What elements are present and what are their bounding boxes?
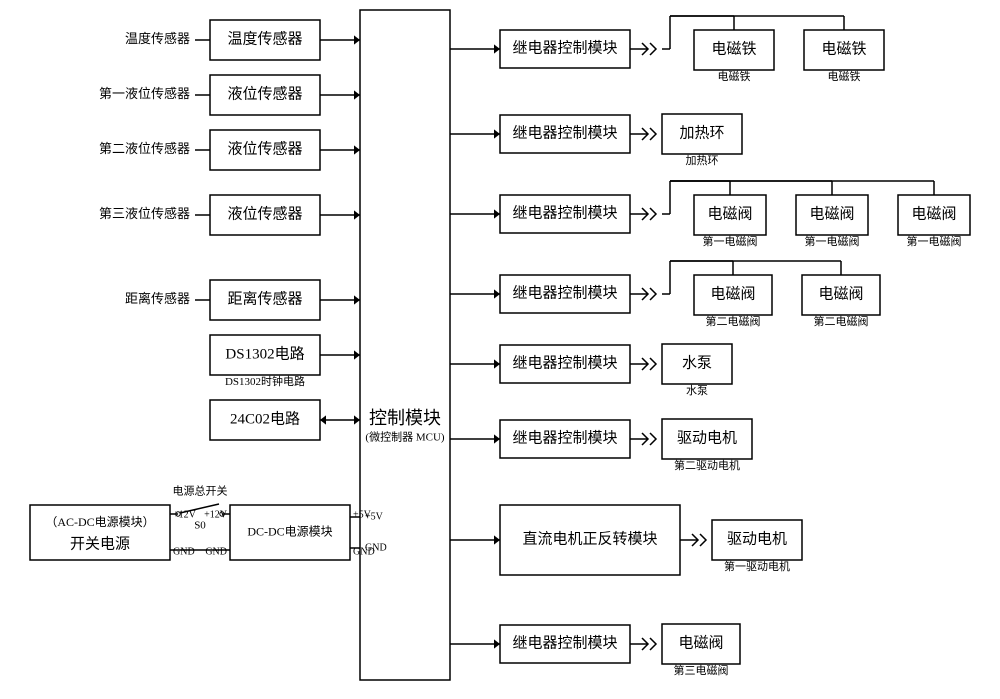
svg-text:第二电磁阀: 第二电磁阀 (706, 314, 761, 328)
svg-text:GND: GND (365, 542, 387, 553)
svg-text:第三电磁阀: 第三电磁阀 (674, 663, 729, 677)
svg-text:电磁铁: 电磁铁 (828, 70, 861, 83)
svg-text:第一液位传感器: 第一液位传感器 (99, 86, 190, 101)
svg-text:第三液位传感器: 第三液位传感器 (99, 206, 190, 221)
svg-text:（AC-DC电源模块）: （AC-DC电源模块） (45, 515, 154, 529)
svg-text:(微控制器 MCU): (微控制器 MCU) (365, 430, 444, 444)
svg-text:水泵: 水泵 (686, 384, 708, 397)
svg-text:加热环: 加热环 (686, 154, 719, 167)
svg-text:液位传感器: 液位传感器 (227, 140, 302, 157)
svg-text:电磁铁: 电磁铁 (711, 40, 756, 57)
svg-text:控制模块: 控制模块 (369, 408, 441, 428)
svg-text:距离传感器: 距离传感器 (227, 290, 302, 307)
block-diagram: 控制模块(微控制器 MCU)温度传感器温度传感器液位传感器第一液位传感器液位传感… (0, 0, 1000, 699)
svg-text:+5V: +5V (365, 511, 384, 522)
svg-text:第一电磁阀: 第一电磁阀 (907, 234, 962, 248)
svg-text:加热环: 加热环 (679, 124, 724, 141)
svg-text:第一电磁阀: 第一电磁阀 (703, 234, 758, 248)
svg-text:电磁铁: 电磁铁 (718, 70, 751, 83)
svg-text:电磁铁: 电磁铁 (821, 40, 866, 57)
svg-text:第二液位传感器: 第二液位传感器 (99, 141, 190, 156)
svg-text:继电器控制模块: 继电器控制模块 (512, 634, 617, 651)
svg-text:第一驱动电机: 第一驱动电机 (724, 559, 790, 573)
svg-text:电磁阀: 电磁阀 (818, 285, 863, 302)
svg-text:温度传感器: 温度传感器 (125, 31, 190, 46)
svg-text:第一电磁阀: 第一电磁阀 (805, 234, 860, 248)
svg-text:电源总开关: 电源总开关 (173, 484, 228, 498)
svg-text:电磁阀: 电磁阀 (809, 205, 854, 222)
svg-text:温度传感器: 温度传感器 (227, 30, 302, 47)
svg-text:电磁阀: 电磁阀 (911, 205, 956, 222)
svg-text:DC-DC电源模块: DC-DC电源模块 (247, 524, 332, 538)
svg-text:S0: S0 (194, 520, 206, 532)
svg-text:驱动电机: 驱动电机 (727, 530, 787, 547)
svg-text:继电器控制模块: 继电器控制模块 (512, 284, 617, 301)
svg-text:继电器控制模块: 继电器控制模块 (512, 39, 617, 56)
svg-text:电磁阀: 电磁阀 (678, 634, 723, 651)
svg-text:第二驱动电机: 第二驱动电机 (674, 458, 740, 472)
svg-text:24C02电路: 24C02电路 (230, 410, 300, 427)
svg-text:+12V: +12V (173, 509, 197, 520)
svg-text:继电器控制模块: 继电器控制模块 (512, 354, 617, 371)
svg-text:GND: GND (173, 546, 195, 557)
svg-text:DS1302电路: DS1302电路 (225, 345, 304, 362)
svg-text:DS1302时钟电路: DS1302时钟电路 (225, 374, 305, 388)
svg-text:液位传感器: 液位传感器 (227, 85, 302, 102)
svg-text:液位传感器: 液位传感器 (227, 205, 302, 222)
svg-text:继电器控制模块: 继电器控制模块 (512, 204, 617, 221)
svg-text:电磁阀: 电磁阀 (707, 205, 752, 222)
svg-text:水泵: 水泵 (682, 354, 712, 371)
svg-text:开关电源: 开关电源 (70, 535, 130, 552)
svg-text:继电器控制模块: 继电器控制模块 (512, 124, 617, 141)
svg-text:电磁阀: 电磁阀 (710, 285, 755, 302)
svg-text:第二电磁阀: 第二电磁阀 (814, 314, 869, 328)
svg-text:距离传感器: 距离传感器 (125, 291, 190, 306)
svg-text:驱动电机: 驱动电机 (677, 429, 737, 446)
svg-text:继电器控制模块: 继电器控制模块 (512, 429, 617, 446)
svg-text:GND: GND (205, 546, 227, 557)
svg-text:直流电机正反转模块: 直流电机正反转模块 (522, 530, 657, 547)
